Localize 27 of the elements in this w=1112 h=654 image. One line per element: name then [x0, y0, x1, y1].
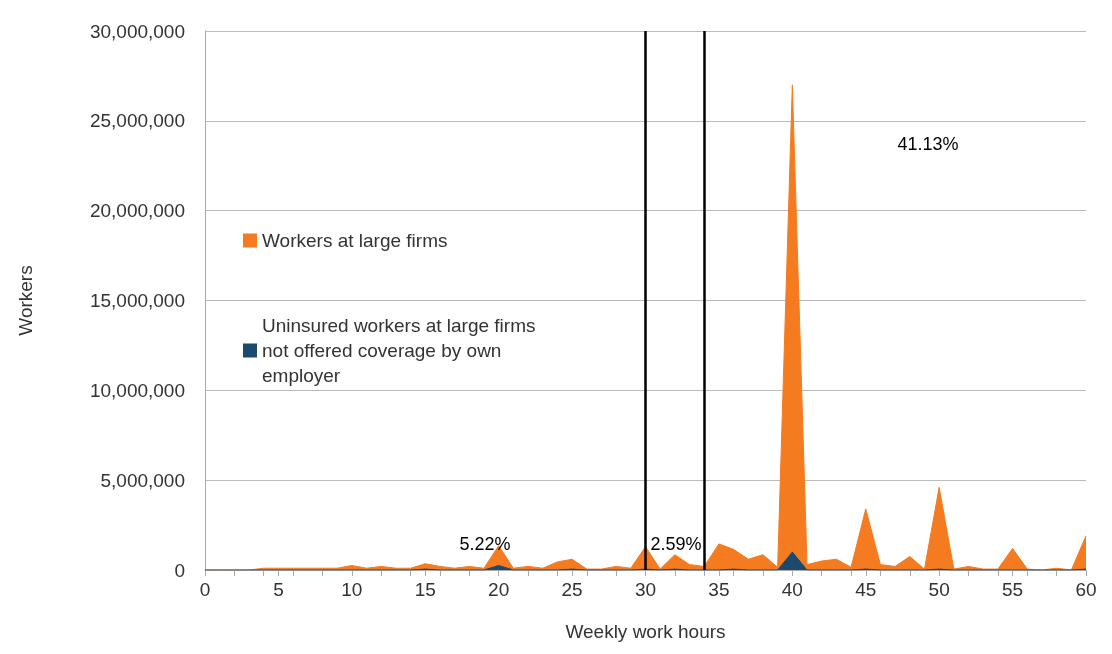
y-tick-label: 0 — [174, 559, 185, 581]
x-tick-label: 50 — [928, 579, 950, 600]
annotation: 5.22% — [459, 534, 511, 554]
legend-label: Uninsured workers at large firms not offered coverage by own employer — [262, 315, 541, 386]
x-tick-label: 5 — [273, 579, 284, 600]
x-tick-label: 10 — [341, 579, 363, 600]
legend-label: Workers at large firms — [262, 230, 448, 251]
annotation: 2.59% — [650, 534, 702, 554]
y-tick-label: 5,000,000 — [100, 469, 185, 491]
x-tick-label: 40 — [781, 579, 803, 600]
x-tick-label: 20 — [488, 579, 510, 600]
y-tick-label: 10,000,000 — [89, 379, 185, 401]
x-tick-label: 45 — [855, 579, 877, 600]
x-axis-title: Weekly work hours — [565, 621, 726, 642]
x-tick-label: 0 — [199, 579, 211, 600]
y-tick-label: 25,000,000 — [89, 110, 185, 132]
y-axis-title: Workers — [15, 265, 36, 336]
annotation: 41.13% — [897, 134, 959, 154]
x-tick-label: 30 — [634, 579, 657, 600]
x-tick-label: 15 — [414, 579, 436, 600]
y-tick-label: 20,000,000 — [89, 200, 185, 222]
y-tick-label: 30,000,000 — [89, 20, 185, 42]
x-tick-label: 55 — [1002, 579, 1024, 600]
x-tick-label: 35 — [708, 579, 730, 600]
y-tick-label: 15,000,000 — [89, 290, 185, 311]
x-tick-label: 60 — [1075, 579, 1097, 600]
x-tick-label: 25 — [561, 579, 583, 600]
